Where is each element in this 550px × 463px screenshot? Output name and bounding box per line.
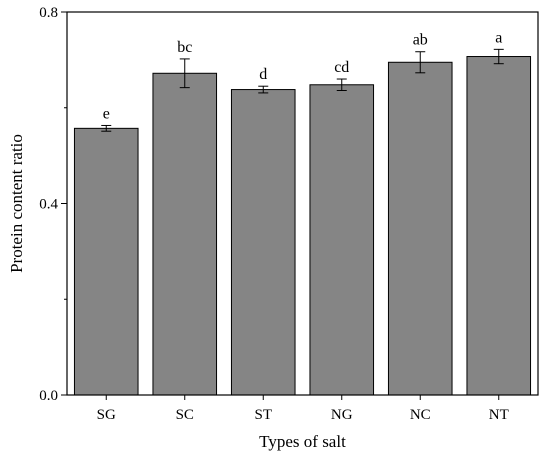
bar-nc [387,61,453,396]
significance-label-sc: bc [177,39,192,56]
bars [73,56,532,396]
error-bar-sc [179,58,190,89]
bar-ng [309,84,375,396]
significance-labels: e bc d cd ab a [103,29,503,122]
error-bar-nc [415,51,426,74]
error-bar-st [258,85,269,94]
significance-label-nc: ab [413,32,428,49]
error-bars [101,48,504,132]
x-axis-ticks: SG SC ST NG NC NT [97,395,509,423]
significance-label-st: d [259,66,267,83]
x-tick-label: SG [97,407,116,423]
error-bar-sg [101,124,112,132]
bar-sg [73,127,139,396]
error-bar-nt [493,48,504,65]
y-tick-label: 0.4 [39,197,58,213]
y-tick-label: 0.0 [39,388,58,404]
error-bar-ng [336,78,347,92]
bar-sc [152,72,218,396]
y-tick-label: 0.8 [39,5,58,21]
x-axis-title: Types of salt [259,432,346,451]
x-tick-label: NC [410,407,431,423]
y-axis-title: Protein content ratio [7,134,26,273]
x-tick-label: SC [176,407,194,423]
y-axis-ticks: 0.0 0.4 0.8 [39,5,67,404]
x-tick-label: ST [254,407,272,423]
x-tick-label: NT [489,407,509,423]
x-tick-label: NG [331,407,353,423]
bar-nt [466,56,532,396]
significance-label-sg: e [103,105,110,122]
bar-st [230,89,296,396]
significance-label-ng: cd [334,59,349,76]
significance-label-nt: a [495,29,502,46]
